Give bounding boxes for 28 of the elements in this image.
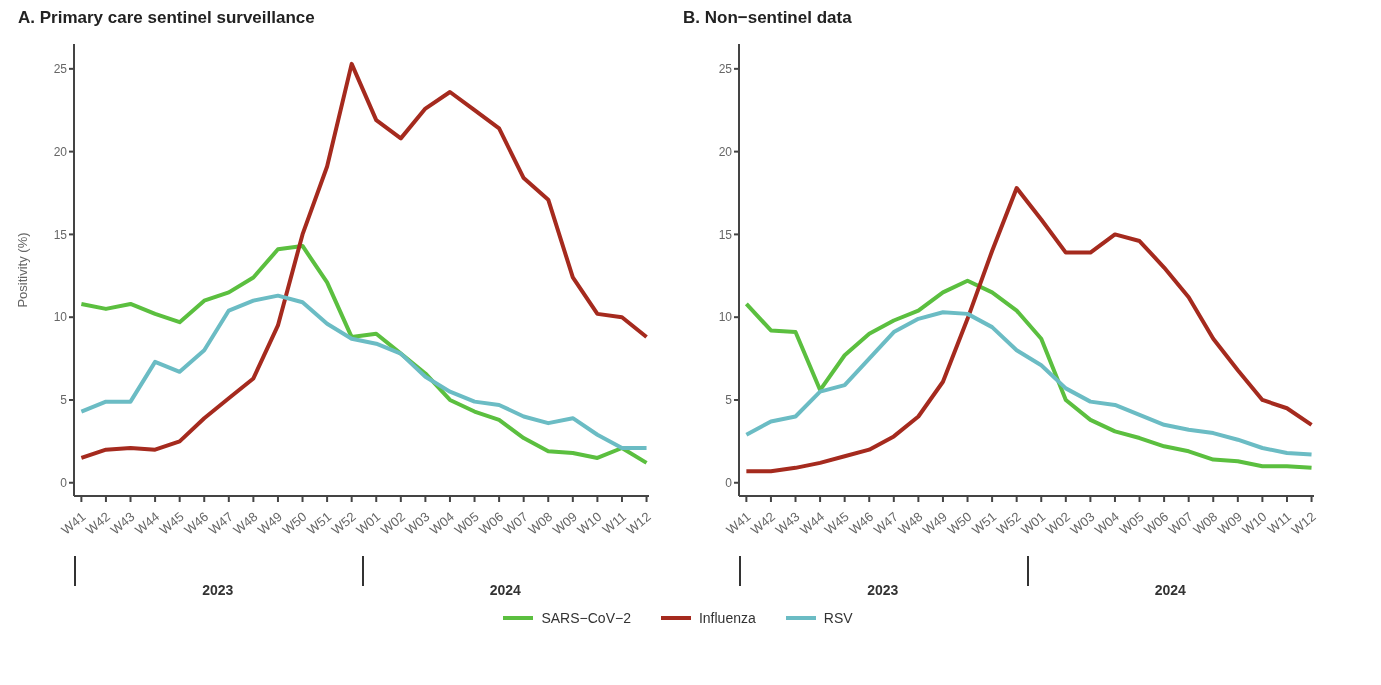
y-tick-label: 10 (718, 310, 733, 325)
line-series (744, 278, 1314, 470)
chart-title: B. Non−sentinel data (683, 8, 853, 29)
y-tick-label: 0 (725, 476, 733, 491)
y-axis-title: Positivity (%) (14, 232, 30, 308)
line-series (744, 310, 1314, 457)
y-tick-label: 5 (725, 393, 733, 408)
text: 2023 (866, 582, 900, 598)
line-series (744, 186, 1314, 474)
line-series (79, 243, 649, 465)
y-tick-label: 20 (53, 144, 68, 159)
text: 2024 (488, 582, 522, 598)
y-tick-label: 10 (53, 310, 68, 325)
legend-label: SARS−CoV−2 (541, 610, 631, 626)
legend-label: RSV (823, 610, 853, 626)
chart-title: A. Primary care sentinel surveillance (18, 8, 316, 29)
text: 2023 (201, 582, 235, 598)
line-series (79, 293, 649, 450)
legend-label: Influenza (698, 610, 756, 626)
text: 2024 (1153, 582, 1187, 598)
y-tick-label: 25 (718, 62, 733, 77)
y-tick-label: 25 (53, 62, 68, 77)
y-tick-label: 0 (60, 476, 68, 491)
y-tick-label: 15 (53, 227, 68, 242)
y-tick-label: 5 (60, 393, 68, 408)
line-series (79, 61, 649, 460)
y-tick-label: 20 (718, 144, 733, 159)
y-tick-label: 15 (718, 227, 733, 242)
